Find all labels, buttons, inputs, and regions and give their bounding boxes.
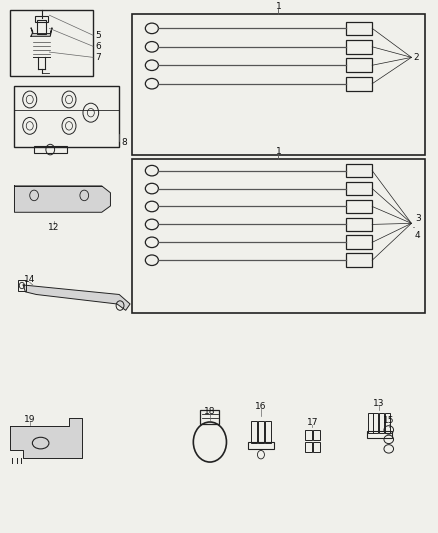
Bar xyxy=(367,413,372,433)
Bar xyxy=(264,421,270,443)
Text: 8: 8 xyxy=(121,138,127,147)
Bar xyxy=(345,21,371,35)
Text: 1: 1 xyxy=(275,2,281,11)
Bar xyxy=(34,146,67,154)
Text: 14: 14 xyxy=(24,275,35,284)
Bar xyxy=(14,86,119,147)
Bar xyxy=(35,16,47,21)
Text: 12: 12 xyxy=(48,223,59,231)
Text: 19: 19 xyxy=(24,415,35,424)
Bar xyxy=(345,200,371,213)
Polygon shape xyxy=(10,418,82,458)
Bar xyxy=(251,421,256,443)
Bar xyxy=(132,14,424,155)
Bar xyxy=(345,164,371,177)
Text: 2: 2 xyxy=(413,53,418,62)
Bar xyxy=(304,442,311,451)
Bar xyxy=(384,413,389,433)
Text: 13: 13 xyxy=(373,399,384,408)
Bar xyxy=(200,410,219,424)
Bar xyxy=(313,431,320,440)
Text: 1: 1 xyxy=(275,147,281,156)
Bar xyxy=(373,413,378,433)
Bar xyxy=(304,431,311,440)
Text: 4: 4 xyxy=(414,231,420,240)
Bar xyxy=(132,159,424,313)
Bar xyxy=(257,421,263,443)
Polygon shape xyxy=(23,285,130,310)
Text: 5: 5 xyxy=(95,31,101,40)
Bar xyxy=(248,441,273,449)
Text: 15: 15 xyxy=(382,416,394,425)
Bar xyxy=(37,20,46,34)
Text: 17: 17 xyxy=(306,417,318,426)
Bar xyxy=(366,432,391,438)
Bar xyxy=(345,59,371,72)
Text: 6: 6 xyxy=(95,42,101,51)
Bar xyxy=(345,77,371,91)
Bar xyxy=(345,236,371,249)
Bar xyxy=(345,253,371,267)
Bar xyxy=(345,217,371,231)
Bar xyxy=(345,182,371,196)
Text: 3: 3 xyxy=(414,214,420,223)
Text: 7: 7 xyxy=(95,53,101,62)
Bar xyxy=(378,413,383,433)
Bar xyxy=(345,40,371,54)
Bar xyxy=(18,280,26,292)
Text: 16: 16 xyxy=(254,402,266,411)
Text: 18: 18 xyxy=(204,407,215,416)
Polygon shape xyxy=(14,186,110,212)
Bar xyxy=(10,10,93,76)
Bar xyxy=(313,442,320,451)
